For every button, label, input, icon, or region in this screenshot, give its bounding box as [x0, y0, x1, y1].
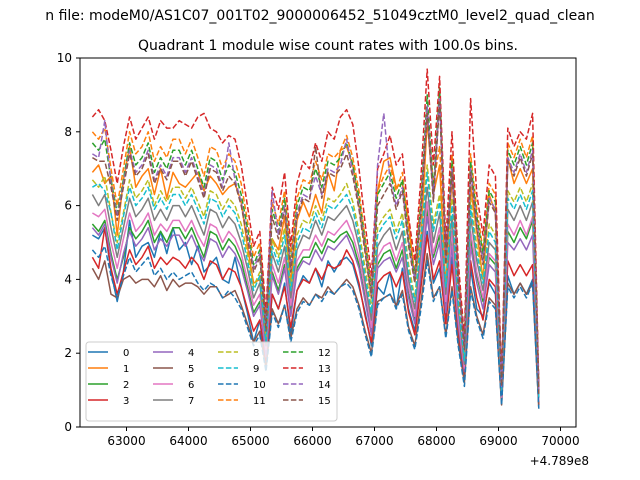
legend-label-6: 6 — [188, 380, 194, 391]
y-tick-label: 8 — [64, 125, 72, 139]
legend-label-15: 15 — [318, 396, 331, 407]
x-tick-label: 69000 — [479, 434, 517, 448]
y-tick-label: 0 — [64, 420, 72, 434]
plot-frame — [79, 57, 577, 428]
x-axis: 63000 64000 65000 66000 67000 68000 69000 70000 — [107, 427, 580, 448]
x-tick-label: 64000 — [169, 434, 207, 448]
x-tick-label: 68000 — [417, 434, 455, 448]
y-tick-label: 2 — [64, 346, 72, 360]
legend-label-13: 13 — [318, 364, 331, 375]
legend-label-4: 4 — [188, 348, 194, 359]
y-tick-label: 10 — [57, 51, 72, 65]
series-line-9 — [92, 171, 540, 398]
legend-label-14: 14 — [318, 380, 331, 391]
series-line-13 — [91, 68, 540, 387]
series-line-15 — [92, 101, 540, 394]
x-offset-label: +4.789e8 — [530, 454, 589, 468]
series-line-6 — [92, 201, 540, 402]
x-tick-label: 70000 — [541, 434, 579, 448]
x-tick-label: 65000 — [231, 434, 269, 448]
series-layer — [91, 68, 540, 409]
legend-frame — [85, 341, 338, 422]
x-tick-label: 67000 — [355, 434, 393, 448]
figure-suptitle: n file: modeM0/AS1C07_001T02_9000006452_… — [45, 8, 594, 24]
legend-label-0: 0 — [123, 348, 129, 359]
legend-label-9: 9 — [253, 364, 259, 375]
legend-label-10: 10 — [253, 380, 266, 391]
legend-label-7: 7 — [188, 396, 194, 407]
x-tick-label: 66000 — [293, 434, 331, 448]
y-tick-label: 4 — [64, 272, 72, 286]
y-tick-label: 6 — [64, 199, 72, 213]
legend-label-11: 11 — [253, 396, 266, 407]
chart-title: Quadrant 1 module wise count rates with … — [138, 38, 518, 54]
y-axis: 0 2 4 6 8 10 — [57, 51, 80, 434]
legend-label-3: 3 — [123, 396, 129, 407]
series-line-10 — [91, 245, 540, 409]
x-tick-label: 63000 — [107, 434, 145, 448]
legend-label-12: 12 — [318, 348, 331, 359]
legend-label-1: 1 — [123, 364, 129, 375]
legend-label-5: 5 — [188, 364, 194, 375]
legend-label-2: 2 — [123, 380, 129, 391]
legend-label-8: 8 — [253, 348, 259, 359]
series-line-7 — [91, 186, 540, 398]
